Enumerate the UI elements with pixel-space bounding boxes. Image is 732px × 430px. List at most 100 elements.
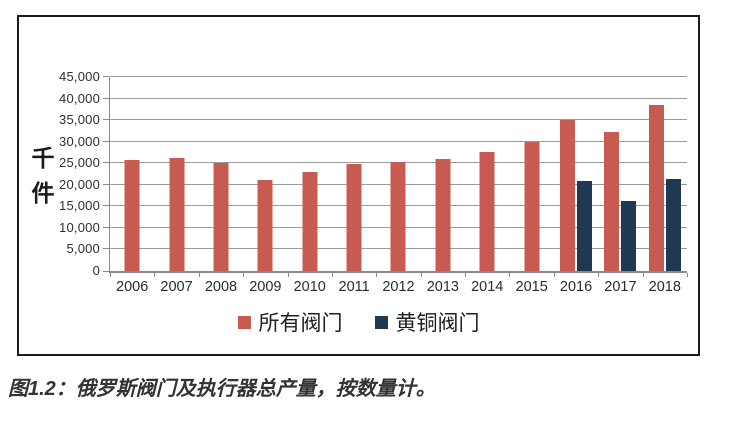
bar-group: 2007 <box>154 77 198 295</box>
bar-group: 2018 <box>643 77 687 295</box>
x-tick-mark <box>642 273 644 277</box>
bar-group: 2006 <box>110 77 154 295</box>
y-axis-title: 千件 <box>31 145 55 206</box>
y-tick-mark <box>103 76 109 77</box>
y-tick-label: 10,000 <box>59 219 100 235</box>
bar-group: 2009 <box>243 77 287 295</box>
bar <box>213 163 229 271</box>
x-tick-label: 2009 <box>249 279 282 295</box>
y-tick-label: 25,000 <box>59 155 100 171</box>
bar-pair <box>124 159 140 271</box>
bar-pair <box>479 151 495 271</box>
x-tick-mark <box>243 273 245 277</box>
x-tick-label: 2006 <box>116 279 149 295</box>
gridline <box>110 119 687 121</box>
bar <box>435 159 451 271</box>
bar <box>390 161 406 271</box>
y-tick-label: 5,000 <box>66 241 100 257</box>
x-tick-mark <box>198 273 200 277</box>
bar <box>524 141 540 271</box>
x-tick-label: 2015 <box>515 279 548 295</box>
bar-pair <box>213 163 229 271</box>
bar-pair <box>560 119 593 271</box>
legend-label: 所有阀门 <box>258 312 343 335</box>
x-tick-mark <box>553 273 555 277</box>
y-tick-label: 45,000 <box>59 69 100 84</box>
bar-pair <box>257 180 273 271</box>
bar <box>560 119 576 271</box>
bar-pair <box>169 157 185 271</box>
legend: 所有阀门 黄铜阀门 <box>19 307 698 337</box>
bar-group: 2015 <box>509 77 553 295</box>
x-tick-label: 2008 <box>204 279 238 295</box>
gridline <box>110 97 687 99</box>
y-tick-mark <box>103 183 109 185</box>
bar-group: 2012 <box>376 77 420 295</box>
y-tick-mark <box>103 248 109 250</box>
bar-pair <box>390 161 406 271</box>
bar-pair <box>604 131 637 271</box>
bar <box>665 178 681 271</box>
x-tick-mark <box>154 273 156 277</box>
legend-item: 所有阀门 <box>237 307 343 337</box>
y-tick-label: 0 <box>92 263 100 278</box>
y-tick-label: 15,000 <box>59 198 100 214</box>
legend-item: 黄铜阀门 <box>374 307 480 337</box>
x-tick-label: 2013 <box>426 279 459 295</box>
y-tick-label: 35,000 <box>59 112 100 128</box>
bar <box>604 131 620 271</box>
x-tick-mark <box>598 273 600 277</box>
bar-pair <box>346 163 362 271</box>
bar-pair <box>524 141 540 271</box>
y-tick-label: 30,000 <box>59 133 100 149</box>
bar <box>346 163 362 271</box>
bar <box>479 151 495 271</box>
x-tick-label: 2018 <box>648 279 681 295</box>
x-tick-label: 2010 <box>293 279 326 295</box>
y-tick-mark <box>103 226 109 228</box>
plot-area: 0 5,000 10,000 15,000 20,000 25,000 30,000 35,0… <box>59 69 688 295</box>
gridline <box>110 76 687 77</box>
legend-label: 黄铜阀门 <box>395 312 480 335</box>
bar-group: 2010 <box>288 77 332 295</box>
x-tick-label: 2016 <box>559 279 593 295</box>
bar-pair <box>648 105 681 271</box>
x-tick-label: 2017 <box>604 279 637 295</box>
bar <box>648 105 664 271</box>
y-tick-label: 20,000 <box>59 176 100 192</box>
gridline <box>110 140 687 142</box>
x-tick-mark <box>509 273 511 277</box>
x-tick-label: 2014 <box>471 279 504 295</box>
y-tick-mark <box>103 140 109 142</box>
x-tick-mark <box>110 273 111 277</box>
bar <box>169 157 185 271</box>
x-tick-mark <box>687 273 688 277</box>
bar-group: 2013 <box>421 77 465 295</box>
bar <box>302 171 318 271</box>
bar-pair <box>435 159 451 271</box>
bar-group: 2017 <box>598 77 642 295</box>
legend-swatch <box>374 315 388 329</box>
bar <box>621 200 637 271</box>
bar <box>124 159 140 271</box>
y-tick-mark <box>103 162 109 164</box>
y-tick-mark <box>103 271 109 272</box>
y-tick-label: 40,000 <box>59 90 100 106</box>
x-tick-label: 2012 <box>382 279 415 295</box>
bar-group: 2014 <box>465 77 509 295</box>
bar-group: 2008 <box>199 77 243 295</box>
y-tick-mark <box>103 205 109 207</box>
x-tick-mark <box>331 273 333 277</box>
bar-group: 2011 <box>332 77 376 295</box>
bar <box>257 180 273 271</box>
y-tick-mark <box>103 119 109 121</box>
figure-caption: 图1.2：俄罗斯阀门及执行器总产量，按数量计。 <box>8 378 436 400</box>
x-tick-mark <box>287 273 289 277</box>
chart-panel: 千件 0 5,000 10,000 15,000 20,000 25,000 30,000 3… <box>17 15 700 356</box>
x-tick-mark <box>420 273 422 277</box>
bar <box>577 180 593 271</box>
x-tick-label: 2011 <box>338 279 370 295</box>
bar-pair <box>302 171 318 271</box>
legend-swatch <box>237 315 251 329</box>
